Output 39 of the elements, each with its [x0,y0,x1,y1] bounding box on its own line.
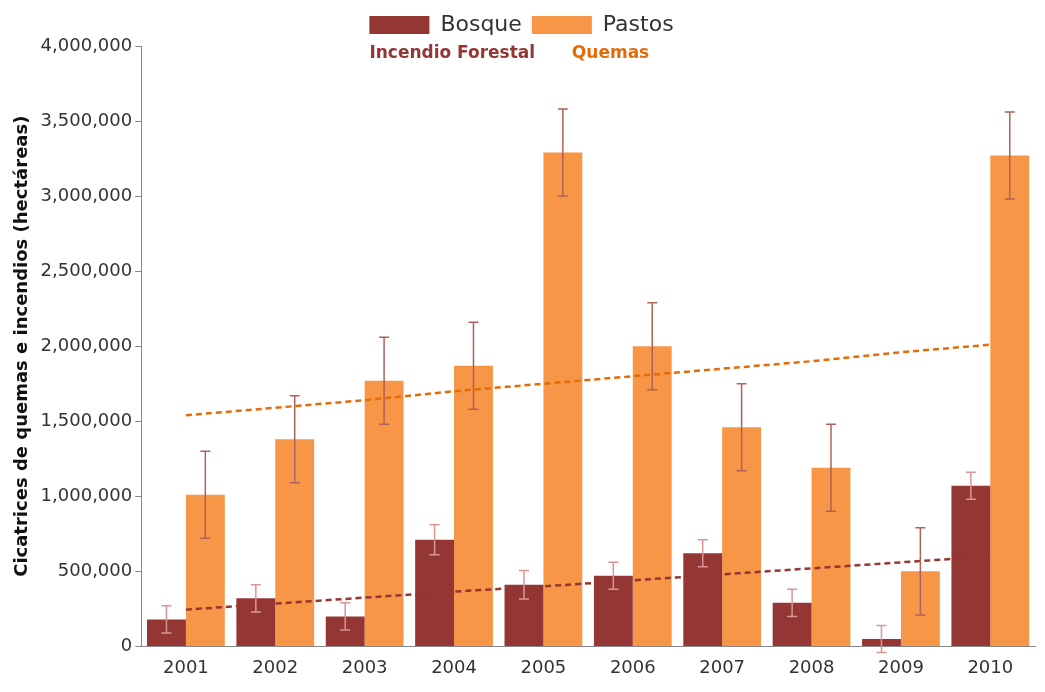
x-tick-label: 2001 [162,655,209,677]
y-tick-label: 1,000,000 [40,483,133,505]
x-tick-label: 2004 [431,655,477,677]
bar [325,616,365,646]
bar [990,155,1030,646]
bar [632,346,672,646]
legend-label: Pastos [602,10,674,36]
bar [364,380,404,646]
annotation: Quemas [571,42,650,62]
x-tick-label: 2002 [252,655,299,677]
bar [185,494,225,646]
bar [454,365,493,646]
bar [147,619,186,646]
y-tick-label: 2,000,000 [40,333,133,355]
bar [543,152,583,646]
bar [722,427,762,646]
x-tick-label: 2008 [788,655,835,677]
x-tick-label: 2006 [609,655,656,677]
bar [811,467,851,646]
x-tick-label: 2003 [341,655,388,677]
y-tick-label: 3,000,000 [40,183,133,205]
y-tick-label: 0 [120,634,133,656]
y-axis-title: Cicatrices de quemas e incendios (hectáreas) [10,115,32,577]
bar [772,602,812,646]
bar [900,571,940,646]
y-tick-label: 1,500,000 [40,408,133,430]
y-tick-label: 2,500,000 [40,258,133,280]
x-tick-label: 2009 [878,655,924,677]
line-series [184,343,992,417]
x-tick-label: 2007 [699,655,746,677]
x-tick-label: 2010 [967,655,1014,677]
annotation: Incendio Forestal [369,42,536,62]
y-tick-label: 4,000,000 [40,33,133,55]
y-tick-label: 3,500,000 [40,108,133,130]
legend-label: Bosque [440,10,522,36]
bar [862,638,901,646]
x-tick-label: 2005 [520,655,567,677]
bar [275,439,315,646]
y-tick-label: 500,000 [57,559,133,581]
